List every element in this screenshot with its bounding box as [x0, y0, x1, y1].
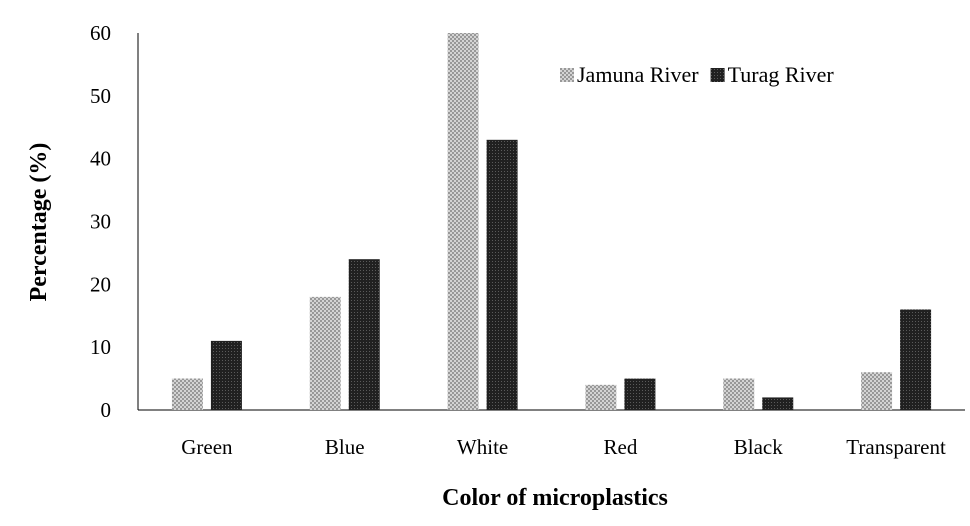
- x-axis-title: Color of microplastics: [442, 485, 668, 511]
- bar-turag-river-blue: [348, 259, 380, 410]
- y-tick-label: 10: [90, 335, 111, 359]
- bar-turag-river-black: [762, 397, 794, 410]
- y-tick-label: 60: [90, 21, 111, 45]
- x-tick-label: Blue: [325, 435, 365, 459]
- bar-turag-river-red: [624, 378, 656, 410]
- legend: Jamuna River Turag River: [560, 62, 834, 87]
- y-tick-label: 30: [90, 210, 111, 234]
- x-tick-label: Black: [734, 435, 783, 459]
- y-tick-label: 40: [90, 147, 111, 171]
- bar-turag-river-white: [486, 139, 518, 411]
- y-tick-label: 50: [90, 84, 111, 108]
- y-axis: 0 10 20 30 40 50 60: [90, 21, 139, 422]
- bar-jamuna-river-black: [723, 378, 755, 410]
- y-axis-title: Percentage (%): [26, 143, 52, 302]
- x-tick-label: Red: [604, 435, 638, 459]
- bar-jamuna-river-green: [171, 378, 203, 410]
- x-tick-label: Green: [181, 435, 233, 459]
- bar-jamuna-river-red: [585, 384, 617, 410]
- legend-swatch-turag-river: [710, 68, 725, 82]
- bar-turag-river-green: [210, 340, 242, 410]
- bar-jamuna-river-blue: [309, 296, 341, 410]
- bar-jamuna-river-white: [447, 33, 479, 410]
- x-axis: Green Blue White Red Black Transparent: [138, 409, 965, 459]
- x-tick-label: Transparent: [846, 435, 946, 459]
- bar-turag-river-transparent: [900, 309, 932, 410]
- bar-jamuna-river-transparent: [861, 372, 893, 410]
- y-tick-label: 0: [101, 398, 112, 422]
- legend-label-jamuna-river: Jamuna River: [577, 62, 699, 87]
- bars-group: [171, 33, 932, 411]
- legend-swatch-jamuna-river: [560, 68, 574, 82]
- legend-label-turag-river: Turag River: [728, 62, 835, 87]
- x-tick-label: White: [457, 435, 508, 459]
- y-tick-label: 20: [90, 272, 111, 296]
